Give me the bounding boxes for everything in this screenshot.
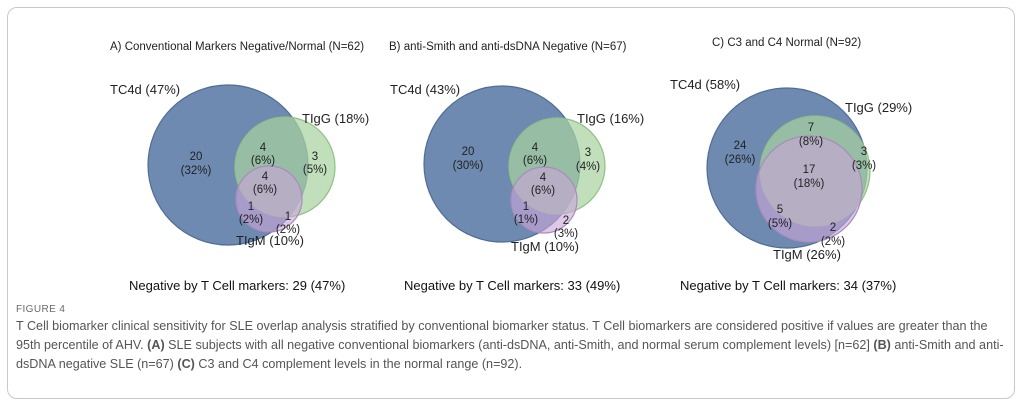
tc4d-only-pct: (30%) [453,160,484,172]
tc4d-tigg-pct: (6%) [523,155,547,167]
all-three-pct: (6%) [253,184,277,196]
tigg-only-pct: (3%) [852,160,876,172]
caption-text-part: anti-Smith and anti-dsDNA negative SLE (… [16,338,1004,371]
all-three-count: 17 [803,164,816,176]
caption-text-part: C3 and C4 complement levels in the norma… [194,357,523,371]
panel-a-title: A) Conventional Markers Negative/Normal … [110,41,364,53]
tc4d-tigg-pct: (8%) [799,136,823,148]
panel-a-negative-label: Negative by T Cell markers: 29 (47%) [129,278,345,293]
panel-a: A) Conventional Markers Negative/Normal … [110,41,369,293]
tc4d-set-label: TC4d (47%) [110,82,180,97]
panel-b-title: B) anti-Smith and anti-dsDNA Negative (N… [389,41,627,53]
tc4d-only-count: 20 [462,146,475,158]
figure-label: FIGURE 4 [16,304,66,315]
tc4d-only-count: 24 [734,140,747,152]
tigm-circle [235,165,303,233]
tigm-only-pct: (3%) [554,228,578,240]
panel-c-negative-label: Negative by T Cell markers: 34 (37%) [680,278,896,293]
all-three-count: 4 [540,172,547,184]
figure-frame [7,7,1015,399]
tc4d-tigm-count: 5 [777,204,783,216]
tc4d-tigm-count: 1 [248,201,254,213]
panel-c-title: C) C3 and C4 Normal (N=92) [712,37,861,49]
tc4d-only-count: 20 [190,151,203,163]
tigg-only-count: 3 [312,151,318,163]
caption-panel-marker: (A) [147,338,165,352]
tc4d-tigg-count: 7 [808,122,814,134]
tigm-only-count: 1 [285,211,291,223]
tigg-only-count: 3 [585,147,591,159]
tc4d-set-label: TC4d (58%) [670,77,740,92]
tigm-only-pct: (2%) [276,224,300,236]
tc4d-only-pct: (32%) [181,165,212,177]
tc4d-tigg-count: 4 [260,142,267,154]
tc4d-set-label: TC4d (43%) [390,82,460,97]
figure-caption-text: T Cell biomarker clinical sensitivity fo… [16,317,1011,374]
all-three-pct: (18%) [794,178,825,190]
panel-b-negative-label: Negative by T Cell markers: 33 (49%) [404,278,620,293]
caption-panel-marker: (C) [177,357,195,371]
tigm-circle [755,135,863,243]
tigm-set-label: TIgM (10%) [236,233,304,248]
tigg-only-count: 3 [861,146,867,158]
tigg-only-pct: (5%) [303,164,327,176]
tigm-only-pct: (2%) [821,236,845,248]
caption-text-part: T Cell biomarker clinical sensitivity fo… [16,319,988,352]
tc4d-only-pct: (26%) [725,154,756,166]
tigg-only-pct: (4%) [576,161,600,173]
caption-text-part: SLE subjects with all negative conventio… [164,338,874,352]
panel-c: C) C3 and C4 Normal (N=92) TC4d (58%) TI… [670,37,912,293]
tigm-only-count: 2 [830,222,836,234]
tigm-set-label: TIgM (26%) [773,247,841,262]
tigg-set-label: TIgG (18%) [302,111,369,126]
tigg-set-label: TIgG (29%) [845,100,912,115]
tc4d-tigg-count: 4 [532,142,539,154]
figure-caption: FIGURE 4 T Cell biomarker clinical sensi… [16,304,1011,374]
panel-b: B) anti-Smith and anti-dsDNA Negative (N… [389,41,644,293]
tc4d-tigm-pct: (1%) [514,214,538,226]
tigm-circle [510,166,578,234]
tigm-set-label: TIgM (10%) [511,239,579,254]
venn-diagrams: A) Conventional Markers Negative/Normal … [110,37,912,293]
tigm-only-count: 2 [563,215,569,227]
all-three-pct: (6%) [531,185,555,197]
tc4d-tigm-count: 1 [523,201,529,213]
caption-panel-marker: (B) [873,338,891,352]
tc4d-tigm-pct: (2%) [239,214,263,226]
all-three-count: 4 [262,171,269,183]
tc4d-tigg-pct: (6%) [251,155,275,167]
tc4d-tigm-pct: (5%) [768,218,792,230]
tigg-set-label: TIgG (16%) [577,111,644,126]
